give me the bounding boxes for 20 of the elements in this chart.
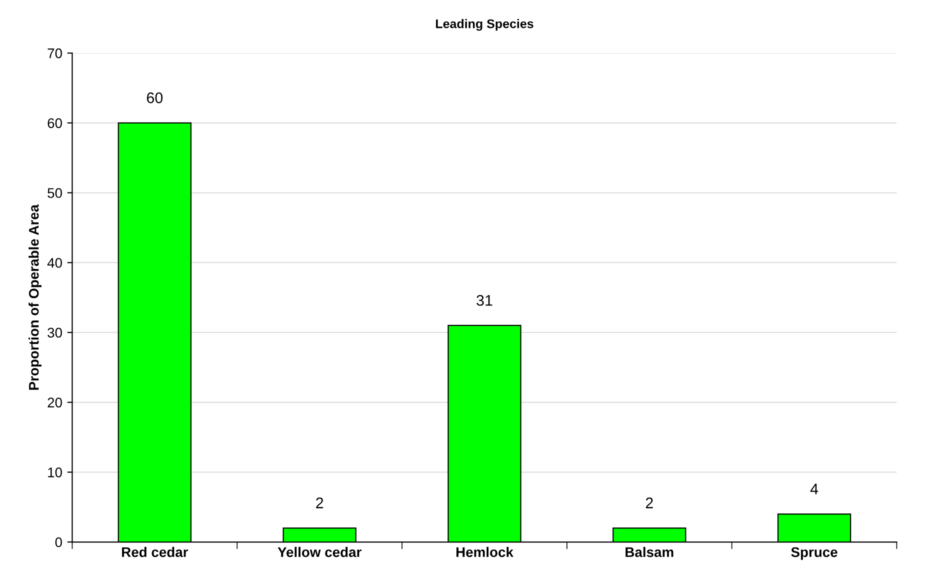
y-tick-label: 30 xyxy=(48,328,62,338)
y-tick-label: 60 xyxy=(48,118,62,128)
data-label: 2 xyxy=(646,498,653,508)
data-label: 4 xyxy=(810,484,818,494)
y-tick-label: 50 xyxy=(48,188,62,198)
y-tick-label: 20 xyxy=(48,398,62,408)
data-label: 60 xyxy=(146,92,163,104)
x-tick-label: Yellow cedar xyxy=(278,546,362,558)
y-tick-label: 40 xyxy=(47,258,62,268)
x-tick-label: Balsam xyxy=(626,546,674,558)
y-axis-title: Proportion of Operable Area xyxy=(28,204,42,390)
x-tick-label: Hemlock xyxy=(456,546,514,558)
y-tick-label: 10 xyxy=(48,467,62,478)
chart-title: Leading Species xyxy=(436,19,534,31)
x-tick-label: Red cedar xyxy=(122,546,188,558)
data-label: 2 xyxy=(316,498,324,508)
x-tick-label: Spruce xyxy=(791,547,838,560)
y-tick-label: 70 xyxy=(48,48,62,58)
data-label: 31 xyxy=(476,294,492,306)
y-tick-label: 0 xyxy=(55,537,62,548)
